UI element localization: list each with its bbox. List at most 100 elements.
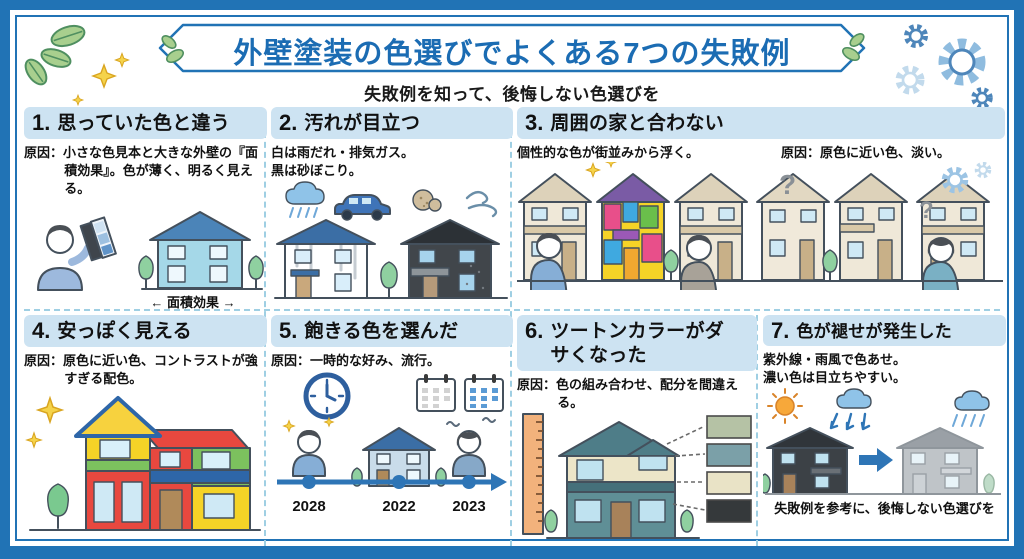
tree-icon	[248, 255, 264, 290]
panel-3-description: 個性的な色が街並みから浮く。 原因：原色に近い色、淡い。	[517, 144, 1005, 162]
color-swatches	[706, 415, 752, 523]
question-mark: ?	[919, 197, 934, 224]
black-house-icon	[400, 219, 500, 300]
panel-2-heading: 2. 汚れが目立つ	[271, 107, 513, 139]
person-icon	[922, 236, 960, 290]
page-title: 外壁塗装の色選びでよくある7つの失敗例	[233, 38, 791, 70]
panel-title: 飽きる色を選んだ	[304, 321, 459, 342]
panel-4-looks-cheap: 4. 安っぽく見える 原因：原色に近い色、コントラストが強すぎる配色。	[24, 315, 267, 536]
timeline	[277, 472, 507, 491]
dark-house-icon	[763, 426, 854, 495]
house-icon	[756, 172, 830, 281]
person-icon	[680, 234, 717, 290]
panel-3-desc-left: 個性的な色が街並みから浮く。	[517, 144, 700, 160]
panel-title: ツートンカラーがダサくなった	[550, 321, 725, 366]
swatch-sage	[706, 415, 752, 439]
panel-6-description: 原因：色の組み合わせ、配分を間違える。	[517, 376, 739, 410]
tree-icon	[663, 249, 679, 281]
panel-5-illustration: 2028 2022 2023	[271, 370, 513, 520]
calendar-icon	[464, 373, 504, 412]
sparkle-icon	[323, 416, 335, 428]
annoyed-person-icon	[446, 416, 496, 477]
calendar-icon	[416, 373, 456, 412]
panel-2-description: 白は雨だれ・排気ガス。 黒は砂ぼこり。	[271, 144, 415, 178]
panel-3-desc-right: 原因：原色に近い色、淡い。	[780, 144, 950, 160]
swatch-teal	[706, 443, 752, 467]
header-banner: 外壁塗装の色選びでよくある7つの失敗例	[157, 22, 867, 74]
tree-icon	[822, 249, 838, 281]
panel-number: 7.	[771, 318, 790, 343]
dust-cloud-icon	[412, 189, 442, 212]
panel-7-description: 紫外線・雨風で色あせ。 濃い色は目立ちやすい。	[763, 352, 907, 386]
uv-cloud-icon	[829, 387, 872, 430]
swatch-cream	[706, 471, 752, 495]
year-label: 2023	[452, 497, 486, 515]
panel-1-wrong-color: 1. 思っていた色と違う 原因：小さな色見本と大きな外壁の『面積効果』。色が薄く…	[24, 107, 267, 311]
panel-5-description: 原因：一時的な好み、流行。	[271, 352, 441, 368]
house-icon	[149, 211, 251, 290]
panel-title: 思っていた色と違う	[57, 113, 231, 134]
panel-number: 5.	[279, 318, 298, 343]
rain-cloud-icon	[285, 181, 325, 219]
two-tone-house-icon	[544, 420, 694, 539]
panel-title: 安っぽく見える	[57, 321, 192, 342]
wind-icon	[465, 191, 498, 218]
ruler-icon	[522, 412, 544, 535]
sparkle-icon	[35, 395, 65, 425]
tree-icon	[983, 472, 995, 494]
question-mark: ?	[779, 169, 796, 200]
panel-number: 4.	[32, 318, 51, 343]
sun-icon	[767, 387, 803, 424]
sparkle-icon	[282, 419, 296, 433]
panel-7-footer-note: 失敗例を参考に、後悔しない色選びを	[774, 500, 995, 516]
tree-icon	[544, 509, 558, 533]
tree-icon	[138, 255, 154, 290]
panel-number: 1.	[32, 110, 51, 135]
panel-7-color-fading: 7. 色が褪せが発生した 紫外線・雨風で色あせ。 濃い色は目立ちやすい。	[763, 315, 1006, 517]
panel-number: 6.	[525, 318, 544, 343]
panel-title: 周囲の家と合わない	[550, 113, 725, 134]
page-subtitle: 失敗例を知って、後悔しない色選びを	[364, 85, 660, 104]
year-label: 2022	[382, 497, 416, 515]
panel-3-heading: 3. 周囲の家と合わない	[517, 107, 1005, 139]
panel-4-description: 原因：原色に近い色、コントラストが強すぎる配色。	[24, 352, 258, 386]
panel-6-two-tone-ugly: 6. ツートンカラーがダサくなった 原因：色の組み合わせ、配分を間違える。	[517, 315, 757, 540]
sparkle-icon	[585, 161, 601, 178]
tree-icon	[380, 261, 398, 300]
panel-4-illustration	[24, 388, 267, 536]
panel-6-illustration	[517, 412, 757, 540]
panel-1-illustration	[24, 198, 267, 294]
happy-person-icon	[282, 416, 335, 477]
panel-7-illustration	[763, 387, 1006, 498]
clock-icon	[303, 372, 351, 420]
leaf-icon	[166, 48, 184, 64]
panel-3-doesnt-match: 3. 周囲の家と合わない 個性的な色が街並みから浮く。 原因：原色に近い色、淡い…	[517, 107, 1005, 290]
panel-number: 3.	[525, 110, 544, 135]
panel-7-heading: 7. 色が褪せが発生した	[763, 315, 1006, 347]
panel-5-got-bored: 5. 飽きる色を選んだ 原因：一時的な好み、流行。	[271, 315, 513, 520]
panel-2-illustration	[271, 180, 513, 300]
rain-cloud-icon	[952, 389, 990, 427]
swatch-dark	[706, 499, 752, 523]
divider	[756, 315, 758, 546]
gear-icon	[974, 161, 992, 179]
leaf-icon	[849, 33, 865, 47]
leaf-icon	[842, 46, 860, 62]
panel-3-illustration: ? ?	[517, 161, 1005, 290]
area-effect-caption: ← 面積効果 →	[150, 295, 236, 311]
panel-1-description: 原因：小さな色見本と大きな外壁の『面積効果』。色が薄く、明るく見える。	[24, 144, 259, 197]
panel-1-heading: 1. 思っていた色と違う	[24, 107, 267, 139]
panel-4-heading: 4. 安っぽく見える	[24, 315, 267, 347]
car-icon	[334, 194, 391, 221]
tree-icon	[680, 509, 694, 533]
panel-title: 汚れが目立つ	[304, 113, 421, 134]
year-label: 2028	[292, 497, 326, 515]
gear-icon	[941, 166, 969, 194]
garish-house-icon	[74, 396, 251, 532]
panel-number: 2.	[279, 110, 298, 135]
white-house-icon	[276, 219, 376, 300]
divider	[24, 309, 1000, 311]
colorful-house-icon	[585, 161, 670, 281]
person-with-swatches-icon	[37, 216, 117, 292]
